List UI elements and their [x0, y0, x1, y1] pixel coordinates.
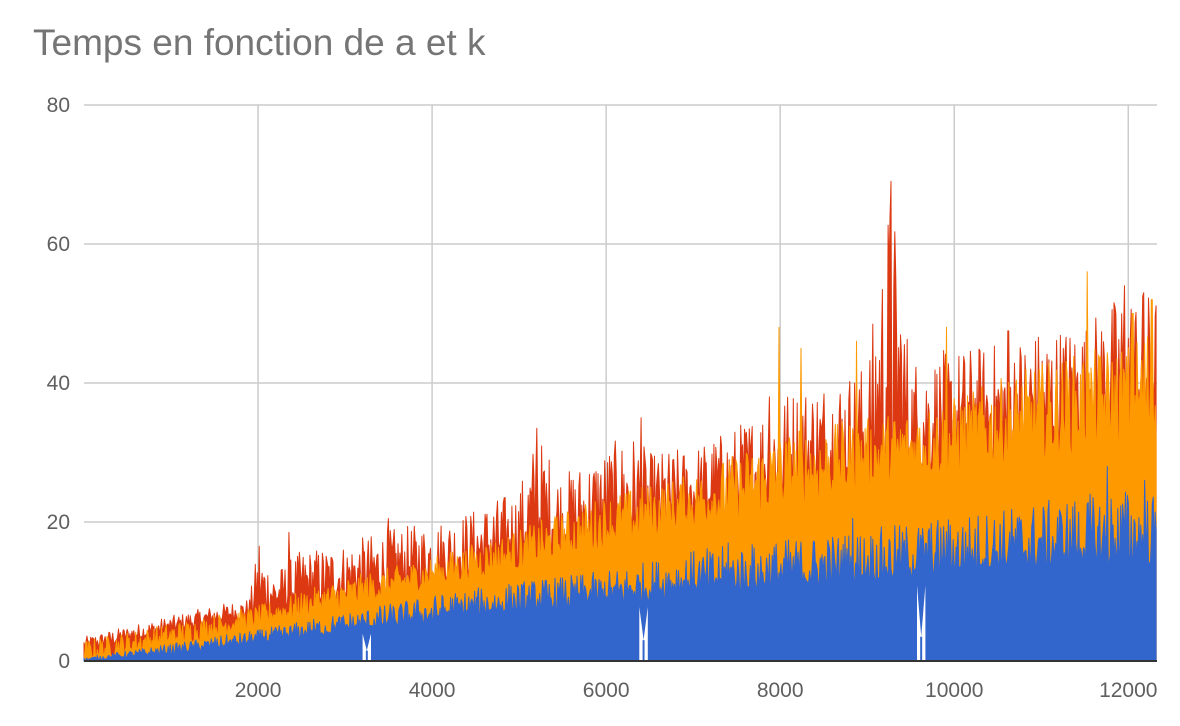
- y-tick-label-20: 20: [47, 511, 70, 534]
- x-tick-label-4000: 4000: [409, 679, 456, 702]
- chart-title: Temps en fonction de a et k: [33, 22, 486, 63]
- y-tick-label-80: 80: [47, 94, 70, 117]
- y-tick-labels: 0 20 40 60 80: [47, 94, 70, 673]
- x-tick-label-10000: 10000: [925, 679, 983, 702]
- y-tick-label-40: 40: [47, 372, 70, 395]
- y-tick-label-0: 0: [58, 650, 70, 673]
- series-2: [83, 465, 1157, 662]
- series-dip-2-1: [639, 606, 648, 661]
- x-tick-label-8000: 8000: [757, 679, 804, 702]
- series-area-2: [83, 465, 1157, 662]
- x-tick-labels: 2000 4000 6000 8000 10000 12000: [235, 679, 1158, 702]
- x-tick-label-12000: 12000: [1099, 679, 1157, 702]
- x-tick-label-2000: 2000: [235, 679, 282, 702]
- series-dip-2-0: [362, 633, 371, 661]
- series-dip-2-2: [917, 585, 926, 661]
- x-tick-label-6000: 6000: [583, 679, 630, 702]
- y-tick-label-60: 60: [47, 233, 70, 256]
